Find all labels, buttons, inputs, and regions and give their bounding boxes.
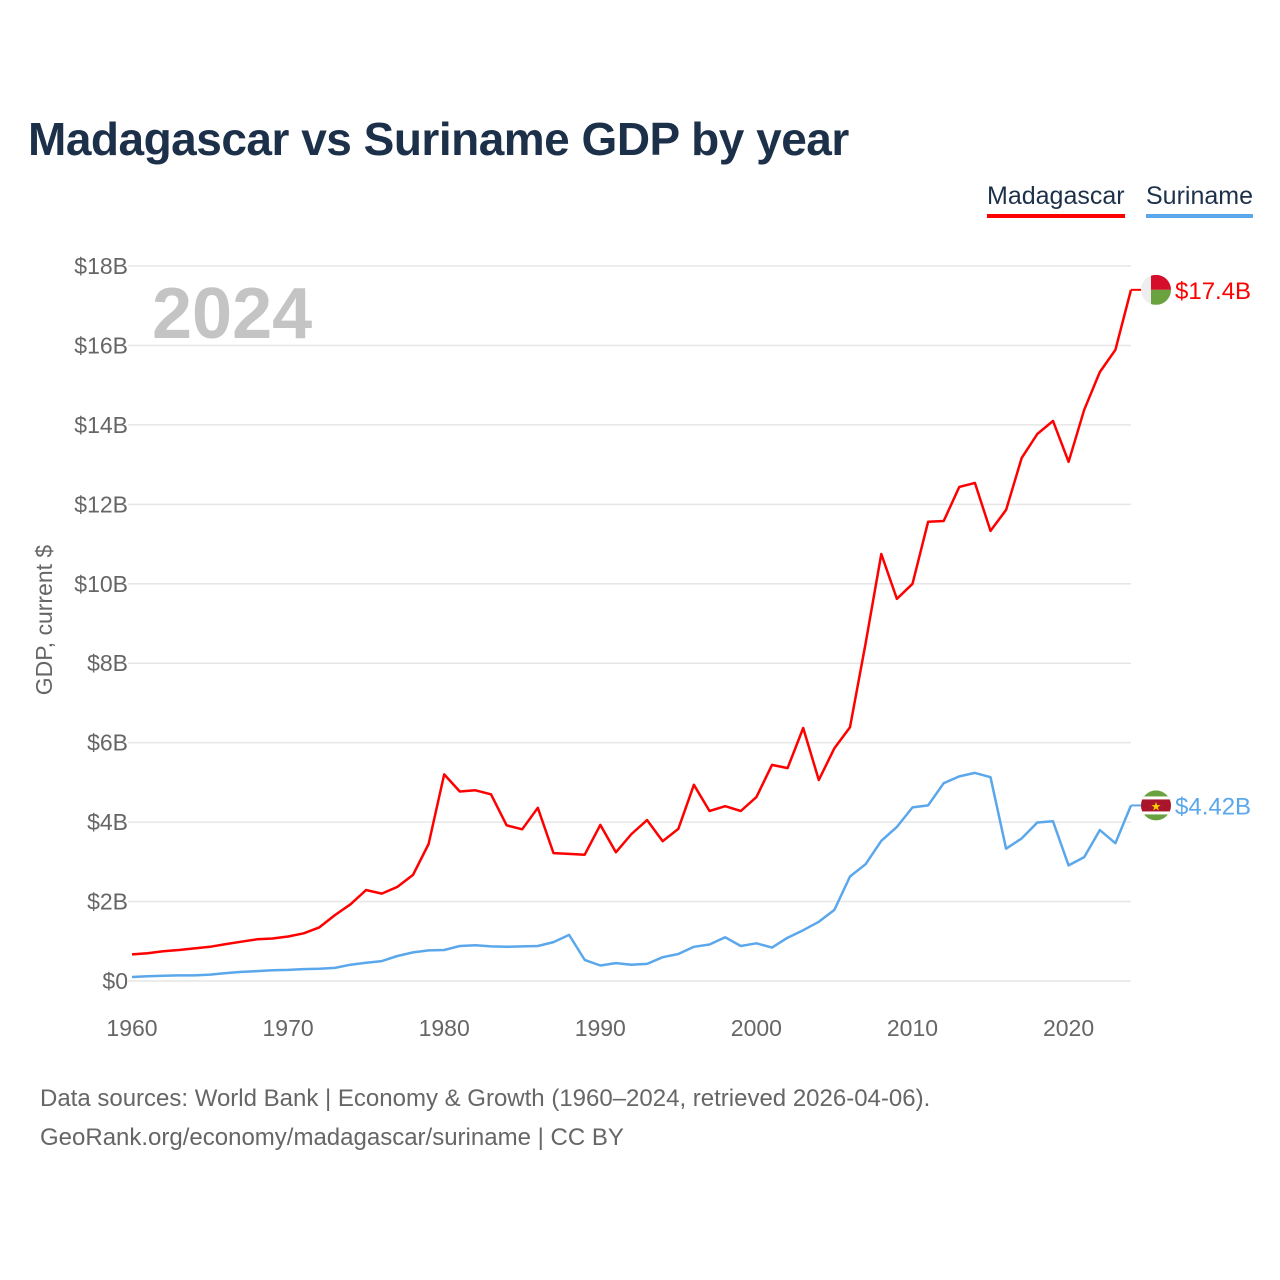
y-tick-label: $14B — [74, 412, 128, 438]
y-tick-label: $12B — [74, 491, 128, 517]
y-tick-label: $16B — [74, 332, 128, 358]
y-axis-label: GDP, current $ — [31, 545, 57, 696]
x-tick-label: 1970 — [263, 1015, 314, 1041]
y-tick-label: $8B — [87, 650, 128, 676]
x-tick-label: 1990 — [575, 1015, 626, 1041]
series-line-madagascar — [131, 289, 1133, 956]
end-value-label: $4.42B — [1175, 793, 1251, 820]
x-tick-label: 1980 — [419, 1015, 470, 1041]
x-tick-label: 2000 — [731, 1015, 782, 1041]
chart-title: Madagascar vs Suriname GDP by year — [28, 113, 849, 165]
end-value-label: $17.4B — [1175, 278, 1251, 305]
flag-madagascar-icon — [1141, 274, 1171, 305]
flag-suriname-icon: ★ — [1141, 790, 1171, 821]
x-tick-label: 2010 — [887, 1015, 938, 1041]
svg-text:★: ★ — [1151, 799, 1162, 813]
year-watermark: 2024 — [152, 274, 312, 354]
y-tick-label: $10B — [74, 571, 128, 597]
x-tick-label: 1960 — [106, 1015, 157, 1041]
y-tick-label: $18B — [74, 253, 128, 279]
x-tick-label: 2020 — [1043, 1015, 1094, 1041]
series-line-suriname — [131, 771, 1133, 979]
footer-sources: Data sources: World Bank | Economy & Gro… — [40, 1085, 931, 1112]
y-tick-label: $0 — [102, 968, 128, 994]
y-tick-label: $6B — [87, 730, 128, 756]
footer-link[interactable]: GeoRank.org/economy/madagascar/suriname … — [40, 1124, 624, 1151]
y-tick-label: $2B — [87, 889, 128, 915]
y-tick-label: $4B — [87, 809, 128, 835]
legend-suriname[interactable]: Suriname — [1146, 182, 1253, 218]
legend-madagascar[interactable]: Madagascar — [987, 182, 1125, 218]
